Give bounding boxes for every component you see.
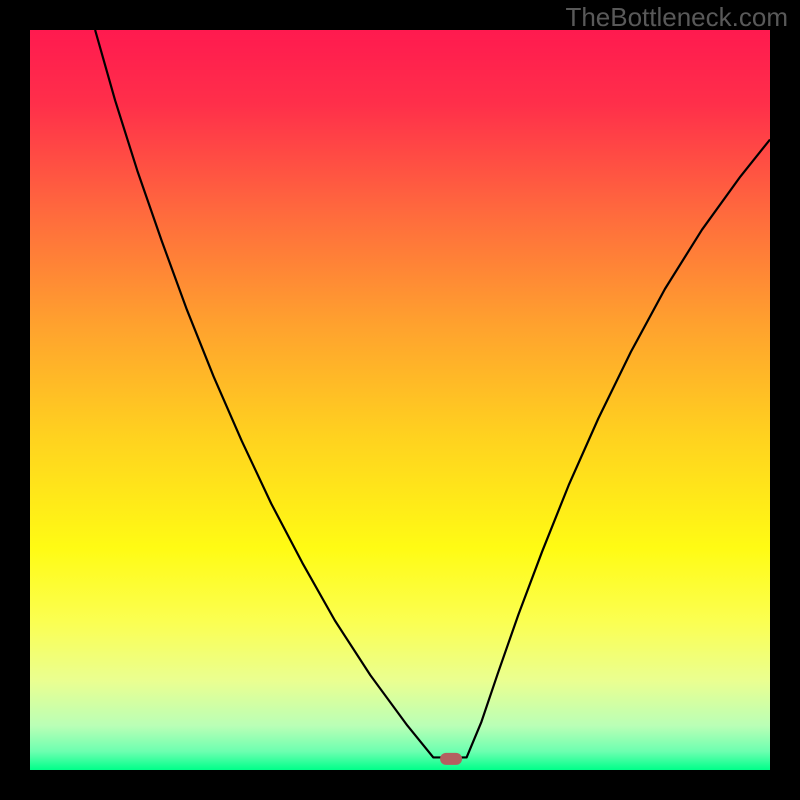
watermark-text: TheBottleneck.com — [565, 2, 788, 33]
gradient-background — [30, 30, 770, 770]
chart-root: TheBottleneck.com — [0, 0, 800, 800]
optimal-point-marker — [440, 753, 462, 765]
plot-area — [30, 30, 770, 770]
plot-svg — [30, 30, 770, 770]
